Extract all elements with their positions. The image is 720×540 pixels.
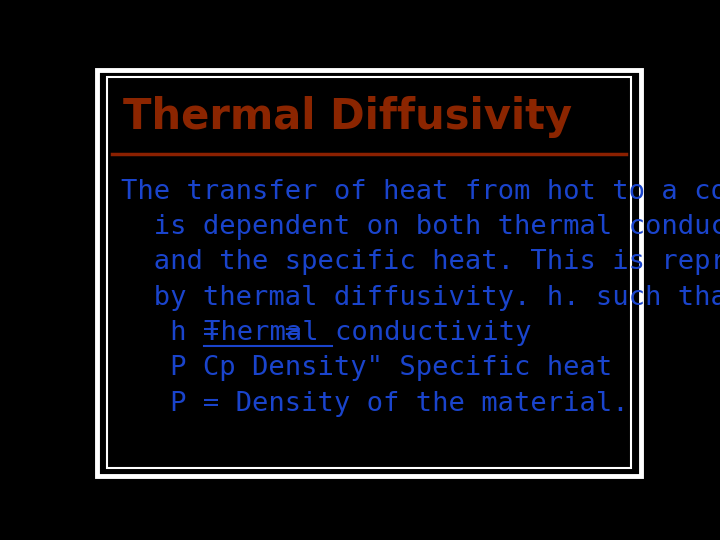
Text: is dependent on both thermal conductivity: is dependent on both thermal conductivit…: [121, 214, 720, 240]
Text: Thermal Diffusivity: Thermal Diffusivity: [124, 96, 572, 138]
Text: h = _  =: h = _ =: [121, 320, 333, 346]
Text: and the specific heat. This is represented: and the specific heat. This is represent…: [121, 249, 720, 275]
Text: P Cp Density" Specific heat: P Cp Density" Specific heat: [121, 355, 612, 381]
Text: by thermal diffusivity. h. such that: by thermal diffusivity. h. such that: [121, 285, 720, 310]
Text: P = Density of the material.: P = Density of the material.: [121, 390, 629, 417]
Text: Thermal conductivity: Thermal conductivity: [204, 320, 531, 346]
Text: The transfer of heat from hot to a cold source: The transfer of heat from hot to a cold …: [121, 179, 720, 205]
